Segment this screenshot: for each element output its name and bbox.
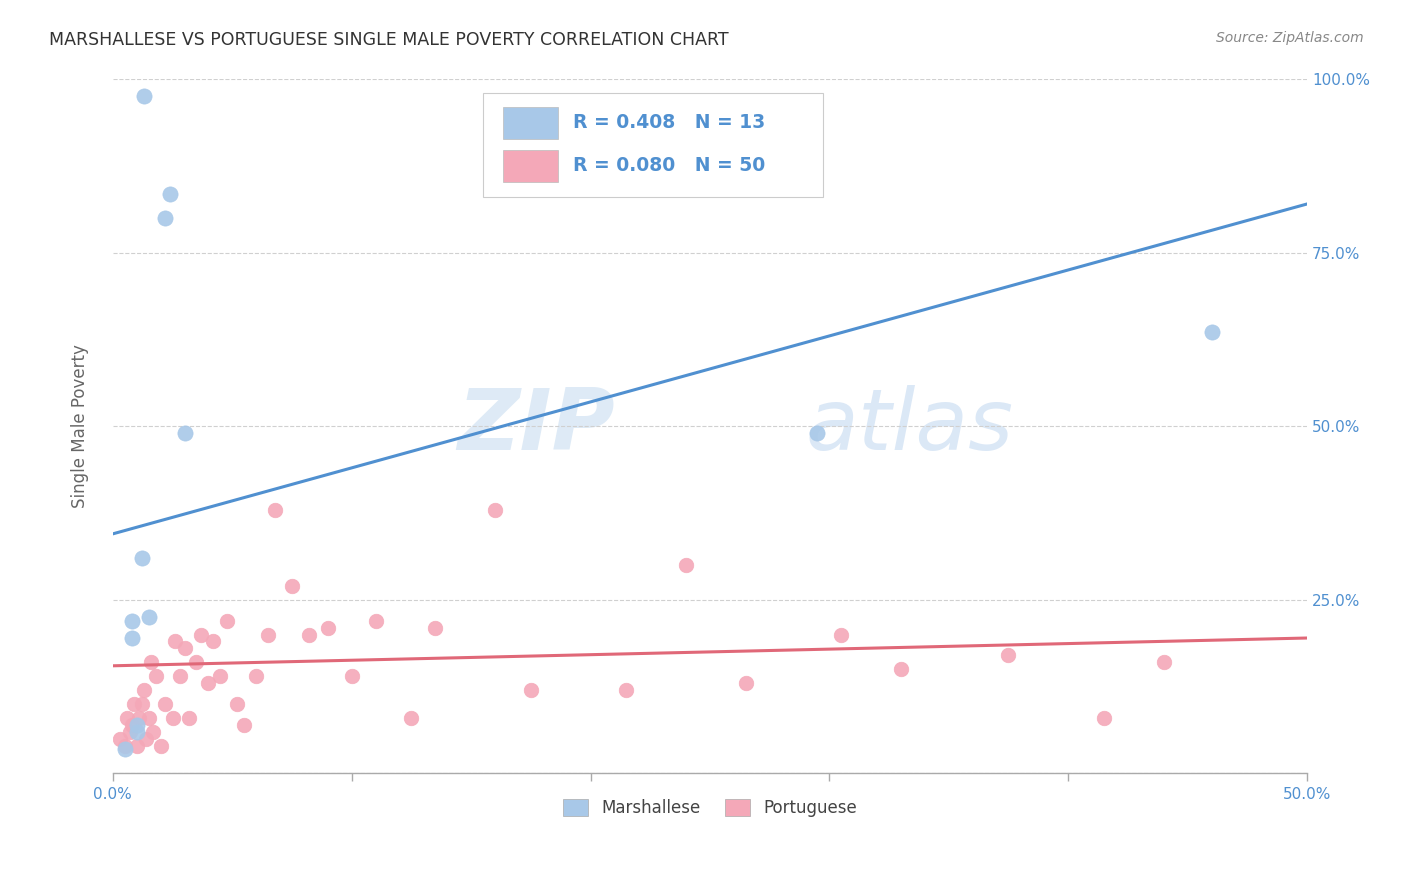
Point <box>139 656 162 670</box>
Point <box>163 634 186 648</box>
Point <box>132 89 155 103</box>
Point <box>997 648 1019 663</box>
Text: R = 0.408   N = 13: R = 0.408 N = 13 <box>572 113 765 132</box>
Point <box>173 426 195 441</box>
Point <box>806 426 828 441</box>
Point <box>131 551 153 566</box>
Point <box>364 614 387 628</box>
Point <box>131 697 153 711</box>
Text: Source: ZipAtlas.com: Source: ZipAtlas.com <box>1216 31 1364 45</box>
Point <box>145 669 167 683</box>
Point <box>675 558 697 573</box>
Point <box>128 711 150 725</box>
Point <box>614 683 637 698</box>
Point <box>114 739 136 753</box>
Text: MARSHALLESE VS PORTUGUESE SINGLE MALE POVERTY CORRELATION CHART: MARSHALLESE VS PORTUGUESE SINGLE MALE PO… <box>49 31 728 49</box>
FancyBboxPatch shape <box>484 93 824 197</box>
Point <box>830 627 852 641</box>
Text: ZIP: ZIP <box>457 384 614 467</box>
Point <box>138 711 160 725</box>
Point <box>121 718 143 732</box>
Point <box>124 697 146 711</box>
Point <box>121 614 143 628</box>
Point <box>121 631 143 645</box>
FancyBboxPatch shape <box>503 150 558 182</box>
Point <box>340 669 363 683</box>
Point <box>226 697 249 711</box>
Point <box>1092 711 1115 725</box>
Point <box>1153 656 1175 670</box>
Point <box>125 739 148 753</box>
Point <box>186 656 208 670</box>
Point <box>125 718 148 732</box>
Point <box>484 502 506 516</box>
Point <box>281 579 304 593</box>
Point <box>197 676 219 690</box>
Point <box>173 641 195 656</box>
Point <box>734 676 756 690</box>
Point <box>155 211 177 225</box>
Point <box>264 502 287 516</box>
Point <box>135 731 157 746</box>
Point <box>890 662 912 676</box>
Point <box>257 627 280 641</box>
Point <box>149 739 172 753</box>
Point <box>298 627 321 641</box>
Point <box>209 669 232 683</box>
Text: atlas: atlas <box>806 384 1014 467</box>
Point <box>179 711 201 725</box>
Point <box>190 627 212 641</box>
Point <box>142 724 165 739</box>
Point <box>162 711 184 725</box>
Point <box>401 711 423 725</box>
Point <box>245 669 267 683</box>
Point <box>138 610 160 624</box>
Legend: Marshallese, Portuguese: Marshallese, Portuguese <box>555 793 863 824</box>
Point <box>125 724 148 739</box>
Point <box>108 731 131 746</box>
Y-axis label: Single Male Poverty: Single Male Poverty <box>72 344 89 508</box>
Point <box>425 621 447 635</box>
Point <box>169 669 191 683</box>
Point <box>115 711 138 725</box>
Point <box>118 724 141 739</box>
Point <box>159 186 181 201</box>
Point <box>1201 326 1223 340</box>
Point <box>316 621 339 635</box>
Point <box>202 634 225 648</box>
Text: R = 0.080   N = 50: R = 0.080 N = 50 <box>572 156 765 176</box>
Point <box>132 683 155 698</box>
Point <box>155 697 177 711</box>
Point <box>114 742 136 756</box>
Point <box>520 683 543 698</box>
FancyBboxPatch shape <box>503 107 558 138</box>
Point <box>233 718 256 732</box>
Point <box>217 614 239 628</box>
